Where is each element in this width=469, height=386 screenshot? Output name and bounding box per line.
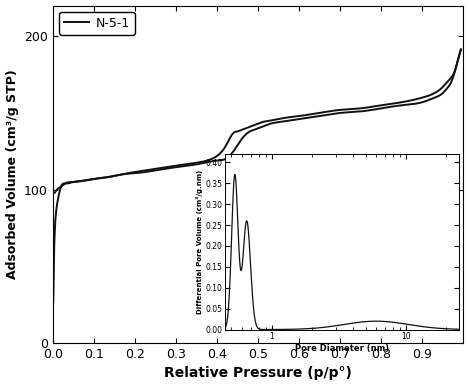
X-axis label: Relative Pressure (p/p°): Relative Pressure (p/p°) (164, 366, 352, 381)
Legend: N-5-1: N-5-1 (59, 12, 135, 35)
Y-axis label: Adsorbed Volume (cm³/g STP): Adsorbed Volume (cm³/g STP) (6, 69, 19, 279)
